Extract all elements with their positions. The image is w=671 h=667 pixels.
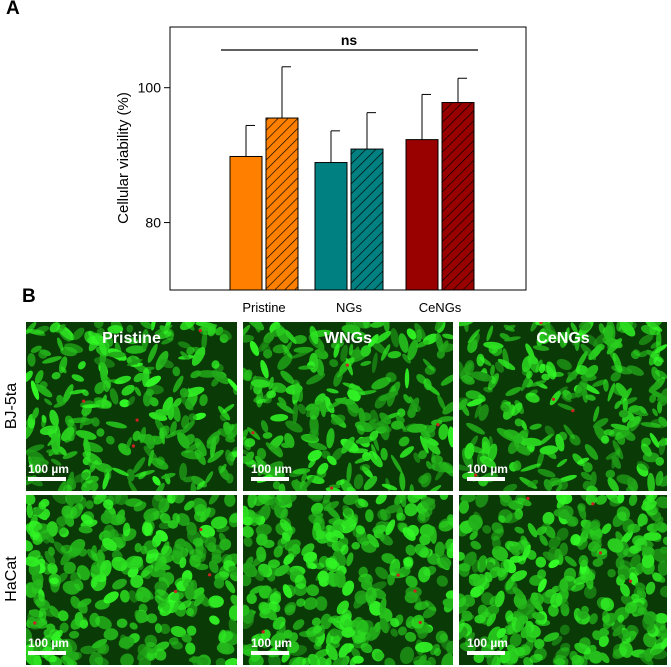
column-title-cengs: CeNGs [536,330,590,347]
scale-bar-line [28,477,66,481]
y-tick-label: 80 [145,215,161,231]
bar-ngs-hatched [350,148,384,291]
bar-pristine-solid [229,155,263,291]
micrograph-bj-5ta-pristine: Pristine 100 µm [26,322,237,491]
scale-bar-line [251,477,289,481]
micrograph-bj-5ta-wngs: WNGs 100 µm [243,322,453,491]
cell-texture [26,322,237,491]
category-label: Pristine [242,300,285,315]
bar-cengs-hatched [441,102,475,291]
micrograph-grid: BJ-5ta Pristine 100 µm WNGs 100 µm CeNGs 100 µ… [0,318,671,667]
scale-bar-line [28,651,66,655]
scale-bar: 100 µm [28,462,69,481]
scale-bar-line [467,651,505,655]
micrograph-hacat-wngs: 100 µm [243,495,453,665]
plot-frame [169,26,527,291]
scale-bar: 100 µm [251,462,292,481]
significance-label: ns [341,32,358,48]
panel-label-a: A [6,0,20,19]
column-title-pristine: Pristine [102,330,161,347]
scale-bar-line [251,651,289,655]
micrograph-hacat-pristine: 100 µm [26,495,237,665]
scale-bar-label: 100 µm [28,636,69,650]
scale-bar: 100 µm [251,636,292,655]
scale-bar: 100 µm [28,636,69,655]
cell-texture [26,495,237,665]
scale-bar-label: 100 µm [251,636,292,650]
category-label: NGs [336,300,363,315]
scale-bar-label: 100 µm [251,462,292,476]
bar-pristine-hatched [265,117,299,291]
bar-cengs-solid [405,139,439,291]
row-label-bj-5ta: BJ-5ta [3,382,20,429]
y-tick-label: 100 [138,80,162,96]
scale-bar: 100 µm [467,462,508,481]
scale-bar-label: 100 µm [467,462,508,476]
scale-bar-label: 100 µm [467,636,508,650]
cell-texture [459,322,667,491]
scale-bar-label: 100 µm [28,462,69,476]
viability-bar-chart: 80 100 ns Cellular viability (%) Pristine… [115,26,527,315]
category-label: CeNGs [419,300,462,315]
y-axis-label: Cellular viability (%) [115,92,132,224]
column-title-wngs: WNGs [324,330,372,347]
cell-texture [243,495,453,665]
panel-label-b: B [22,286,36,307]
bar-ngs-solid [314,162,348,291]
cell-texture [459,495,667,665]
cell-texture [243,322,453,491]
row-label-hacat: HaCat [3,556,20,602]
scale-bar: 100 µm [467,636,508,655]
micrograph-bj-5ta-cengs: CeNGs 100 µm [459,322,667,491]
micrograph-hacat-cengs: 100 µm [459,495,667,665]
scale-bar-line [467,477,505,481]
